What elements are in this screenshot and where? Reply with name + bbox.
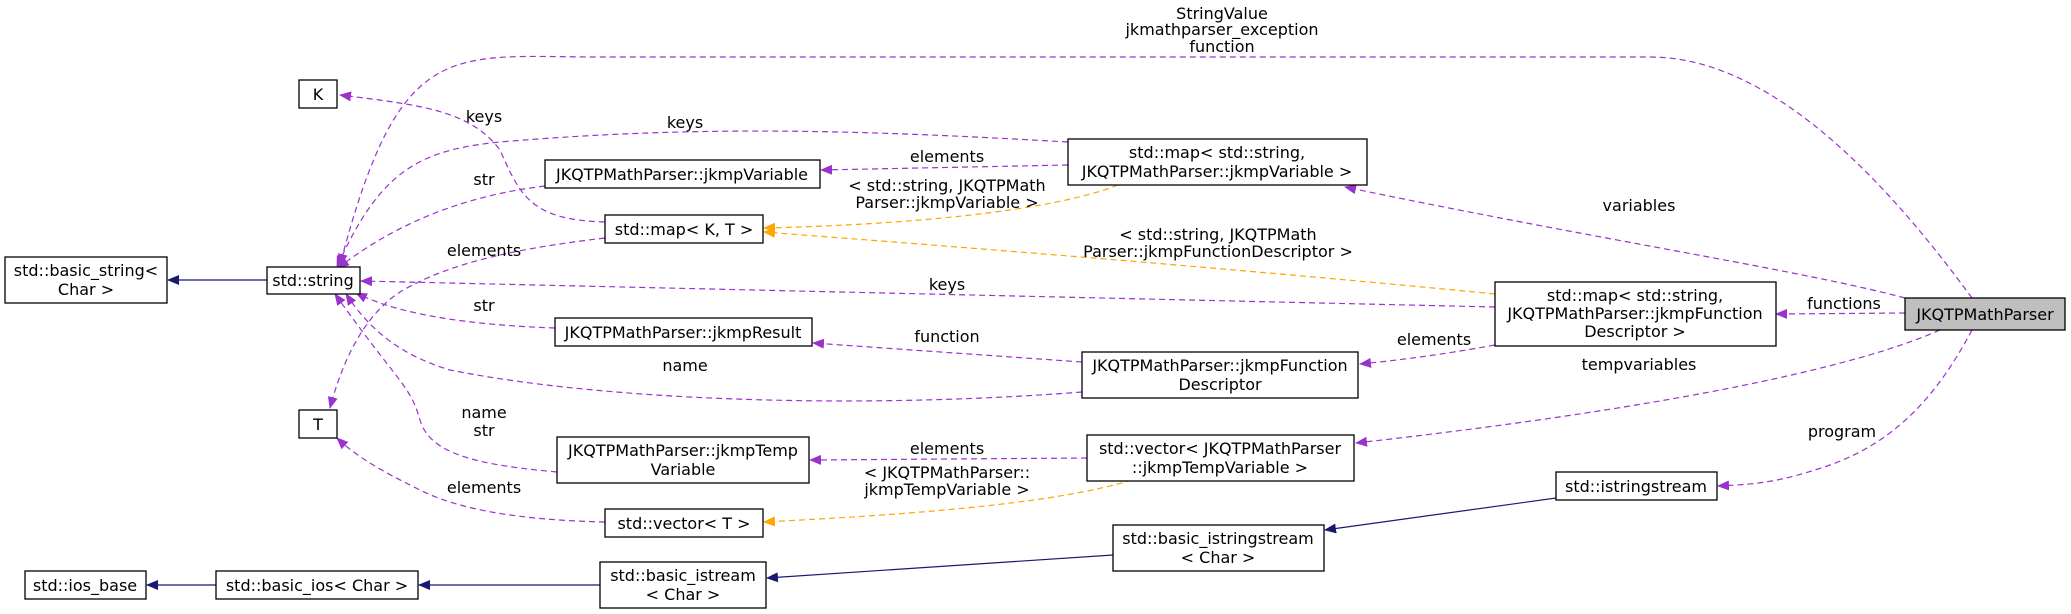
edge-label-keys-mapfunc: keys xyxy=(929,275,965,294)
edge-parser-to-vector-temp xyxy=(1355,329,1941,447)
svg-text:JKQTPMathParser::jkmpTemp: JKQTPMathParser::jkmpTemp xyxy=(567,441,798,460)
edge-parser-to-string-top xyxy=(337,55,1973,299)
edge-label-function-result: function xyxy=(914,327,979,346)
node-jkmp-variable[interactable]: JKQTPMathParser::jkmpVariable xyxy=(544,159,821,189)
svg-text:JKQTPMathParser::jkmpResult: JKQTPMathParser::jkmpResult xyxy=(564,323,802,342)
svg-text:std::map< std::string,: std::map< std::string, xyxy=(1547,286,1723,305)
svg-text:JKQTPMathParser::jkmpVariable: JKQTPMathParser::jkmpVariable xyxy=(555,165,808,184)
svg-text:std::basic_ios< Char >: std::basic_ios< Char > xyxy=(226,576,408,596)
edge-jkmp-result-to-string xyxy=(355,292,556,329)
edge-label-keys-k: keys xyxy=(466,107,502,126)
edge-label-elements-t-vector: elements xyxy=(447,478,521,497)
edge-label-name-temp: name xyxy=(461,403,506,422)
edge-label-tmpl-vector-temp-2: jkmpTempVariable > xyxy=(863,480,1029,499)
edge-map-kt-to-k xyxy=(339,91,606,223)
node-std-vector-t[interactable]: std::vector< T > xyxy=(604,508,764,538)
node-std-map-k-t[interactable]: std::map< K, T > xyxy=(604,214,764,244)
edge-label-str-temp: str xyxy=(473,421,495,440)
svg-text:< Char >: < Char > xyxy=(1181,548,1256,567)
svg-text:K: K xyxy=(313,85,324,104)
edge-map-function-to-string xyxy=(360,276,1496,308)
edge-label-str-result: str xyxy=(473,296,495,315)
node-k[interactable]: K xyxy=(298,79,338,109)
edge-label-variables: variables xyxy=(1603,196,1676,215)
svg-text:Char >: Char > xyxy=(58,280,114,299)
edge-label-elements-temp: elements xyxy=(910,439,984,458)
svg-text:std::vector< T >: std::vector< T > xyxy=(617,514,750,533)
edge-label-name-funcdesc: name xyxy=(662,356,707,375)
svg-text:Descriptor: Descriptor xyxy=(1178,375,1262,394)
edge-map-variable-to-string xyxy=(336,130,1069,268)
edge-map-function-to-map-kt xyxy=(763,227,1496,295)
svg-text:std::string: std::string xyxy=(272,271,353,290)
node-std-basic-string[interactable]: std::basic_string< Char > xyxy=(4,256,168,304)
svg-text:Variable: Variable xyxy=(651,460,716,479)
edge-label-top-1: StringValue xyxy=(1176,4,1268,23)
edge-label-top-2: jkmathparser_exception xyxy=(1124,20,1318,40)
svg-text:std::map< K, T >: std::map< K, T > xyxy=(615,220,754,239)
svg-text:std::ios_base: std::ios_base xyxy=(33,576,137,596)
node-std-basic-istream[interactable]: std::basic_istream < Char > xyxy=(599,561,767,609)
edge-label-tmpl-map-function-2: Parser::jkmpFunctionDescriptor > xyxy=(1083,242,1353,261)
node-std-map-variable[interactable]: std::map< std::string, JKQTPMathParser::… xyxy=(1067,138,1368,186)
node-jkmp-function-descriptor[interactable]: JKQTPMathParser::jkmpFunction Descriptor xyxy=(1081,351,1359,399)
svg-text:T: T xyxy=(312,415,323,434)
edge-funcdesc-to-jkmp-result xyxy=(812,338,1083,363)
node-jkmp-temp-variable[interactable]: JKQTPMathParser::jkmpTemp Variable xyxy=(556,436,810,484)
svg-text:JKQTPMathParser::jkmpVariable: JKQTPMathParser::jkmpVariable > xyxy=(1081,162,1353,181)
edge-parser-to-map-variable xyxy=(1344,184,1906,299)
svg-text:std::vector< JKQTPMathParser: std::vector< JKQTPMathParser xyxy=(1099,439,1342,458)
node-std-string[interactable]: std::string xyxy=(266,266,361,295)
edge-label-tmpl-map-variable-1: < std::string, JKQTPMath xyxy=(848,176,1045,195)
svg-text:std::basic_istringstream: std::basic_istringstream xyxy=(1122,529,1314,549)
edge-label-top-3: function xyxy=(1189,37,1254,56)
node-std-map-function[interactable]: std::map< std::string, JKQTPMathParser::… xyxy=(1494,281,1777,347)
edge-map-variable-to-jkmp-variable xyxy=(820,164,1069,175)
edge-istringstream-to-basic-istringstream xyxy=(1324,497,1557,534)
edge-label-functions: functions xyxy=(1807,294,1881,313)
edge-label-program: program xyxy=(1808,422,1876,441)
svg-text:std::map< std::string,: std::map< std::string, xyxy=(1129,143,1305,162)
edge-vector-t-to-t xyxy=(336,437,606,523)
edge-temp-variable-to-string xyxy=(334,293,558,473)
edge-basic-istringstream-to-basic-istream xyxy=(766,554,1114,583)
node-jkqtp-math-parser[interactable]: JKQTPMathParser xyxy=(1904,297,2066,331)
node-std-istringstream[interactable]: std::istringstream xyxy=(1555,471,1718,501)
edge-label-elements-funcdesc: elements xyxy=(1397,330,1471,349)
node-jkmp-result[interactable]: JKQTPMathParser::jkmpResult xyxy=(554,317,813,347)
edge-label-str-variable: str xyxy=(473,170,495,189)
node-t[interactable]: T xyxy=(298,409,338,439)
edge-jkmp-variable-to-string xyxy=(337,185,546,269)
node-std-ios-base[interactable]: std::ios_base xyxy=(24,570,147,600)
edge-vector-temp-to-vector-t xyxy=(763,479,1133,527)
svg-text:std::basic_istream: std::basic_istream xyxy=(610,566,756,586)
svg-text:Descriptor >: Descriptor > xyxy=(1584,322,1686,341)
svg-text:std::istringstream: std::istringstream xyxy=(1565,477,1707,496)
edge-label-tmpl-map-function-1: < std::string, JKQTPMath xyxy=(1119,225,1316,244)
edge-label-tempvariables: tempvariables xyxy=(1582,355,1697,374)
svg-text:JKQTPMathParser::jkmpFunction: JKQTPMathParser::jkmpFunction xyxy=(1091,356,1347,375)
node-std-basic-ios[interactable]: std::basic_ios< Char > xyxy=(215,570,419,600)
node-std-basic-istringstream[interactable]: std::basic_istringstream < Char > xyxy=(1112,524,1325,572)
svg-text:std::basic_string<: std::basic_string< xyxy=(14,261,158,281)
edge-vector-temp-to-temp-variable xyxy=(809,454,1088,465)
edge-label-tmpl-map-variable-2: Parser::jkmpVariable > xyxy=(855,193,1038,212)
edge-label-elements-variable: elements xyxy=(910,147,984,166)
edge-label-keys-mapvar: keys xyxy=(667,113,703,132)
edge-map-function-to-funcdesc xyxy=(1359,344,1496,368)
svg-text:JKQTPMathParser: JKQTPMathParser xyxy=(1915,305,2054,324)
edge-map-variable-to-map-kt xyxy=(763,184,1119,233)
svg-text:::jkmpTempVariable >: ::jkmpTempVariable > xyxy=(1132,458,1308,477)
node-std-vector-temp-variable[interactable]: std::vector< JKQTPMathParser ::jkmpTempV… xyxy=(1086,434,1355,482)
edge-funcdesc-to-string xyxy=(345,293,1083,402)
edge-label-tmpl-vector-temp-1: < JKQTPMathParser:: xyxy=(864,463,1030,482)
edge-parser-to-istringstream xyxy=(1717,329,1973,491)
edge-label-elements-t-map: elements xyxy=(447,241,521,260)
edge-parser-to-map-function xyxy=(1775,308,1906,319)
svg-text:< Char >: < Char > xyxy=(646,585,721,604)
svg-text:JKQTPMathParser::jkmpFunction: JKQTPMathParser::jkmpFunction xyxy=(1506,304,1762,323)
